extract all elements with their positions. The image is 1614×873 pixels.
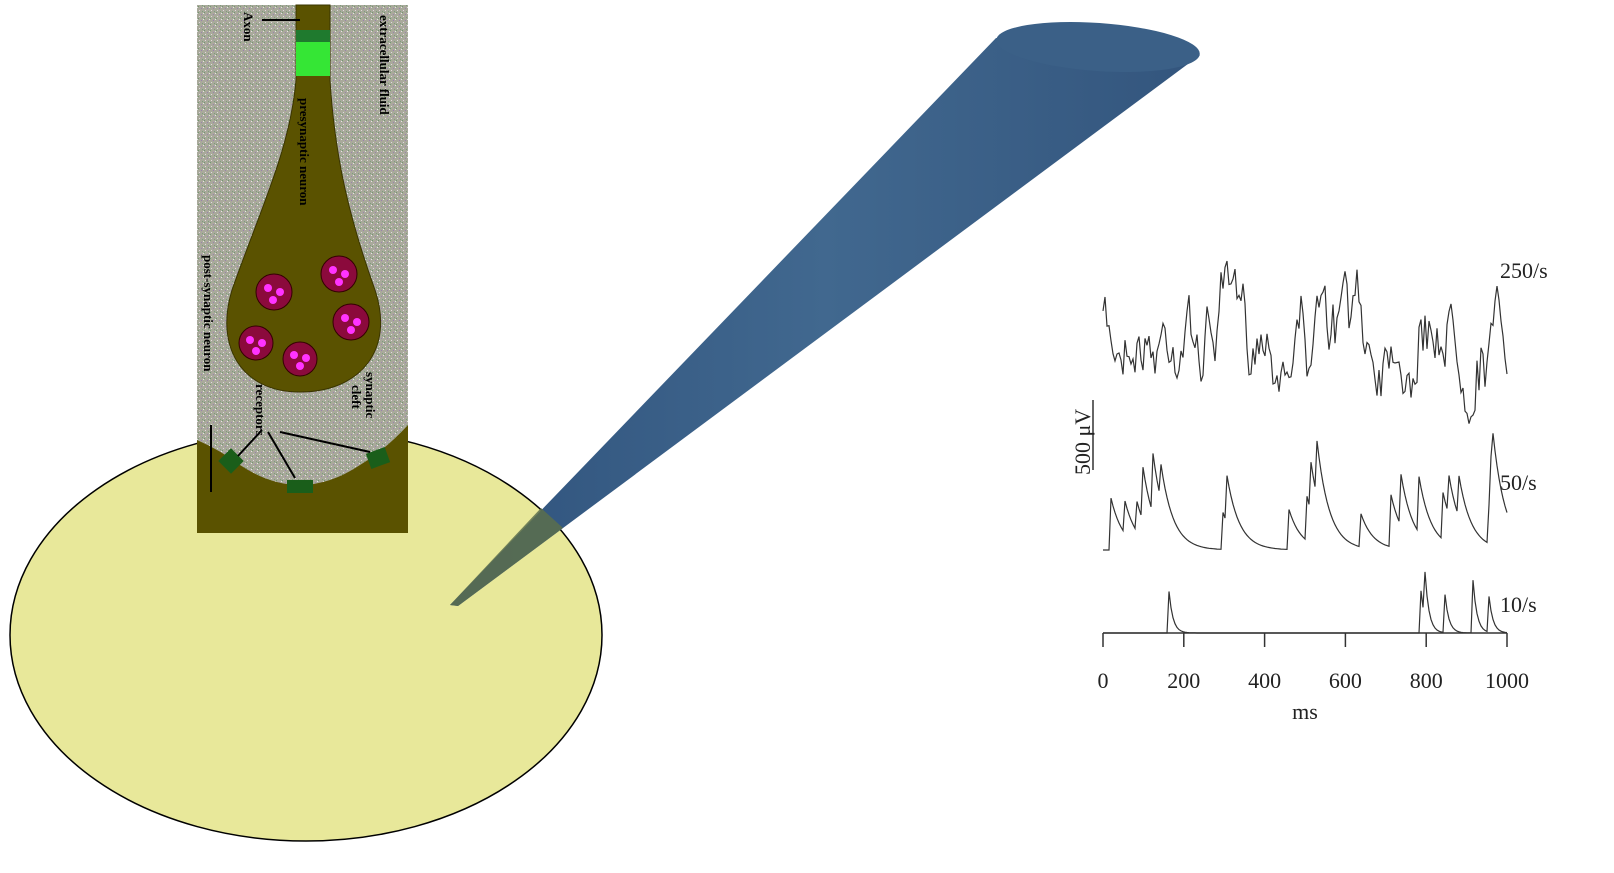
trace-label: 250/s [1500, 258, 1548, 283]
label-extracellular: extracellular fluid [377, 15, 392, 116]
electrode-cone [450, 38, 1200, 606]
trace-label: 10/s [1500, 592, 1537, 617]
x-tick-label: 0 [1098, 668, 1109, 693]
label-cleft: cleft [349, 385, 364, 409]
trace [1103, 572, 1507, 633]
x-tick-label: 200 [1167, 668, 1200, 693]
x-tick-label: 600 [1329, 668, 1362, 693]
page: {"synapse": {"labels": {"axon": "Axon", … [0, 0, 1614, 868]
trace-plot: 500 μV 0 200 400 600 800 1000 ms 250/s 50/s 10/s [1070, 258, 1548, 724]
label-receptors: receptors [253, 384, 268, 436]
trace [1103, 433, 1507, 550]
diagram: Axon extracellular fluid presynaptic neu… [0, 0, 1614, 868]
trace [1103, 261, 1507, 424]
x-axis-label: ms [1292, 699, 1318, 724]
scale-bar-label: 500 μV [1070, 409, 1095, 475]
x-tick-label: 800 [1410, 668, 1443, 693]
label-postsynaptic: post-synaptic neuron [201, 255, 216, 372]
synapse-image [197, 5, 408, 533]
trace-label: 50/s [1500, 470, 1537, 495]
label-cleft: synaptic [363, 372, 378, 418]
x-tick-label: 1000 [1485, 668, 1529, 693]
label-presynaptic: presynaptic neuron [297, 98, 312, 206]
label-axon: Axon [241, 12, 256, 42]
x-tick-label: 400 [1248, 668, 1281, 693]
